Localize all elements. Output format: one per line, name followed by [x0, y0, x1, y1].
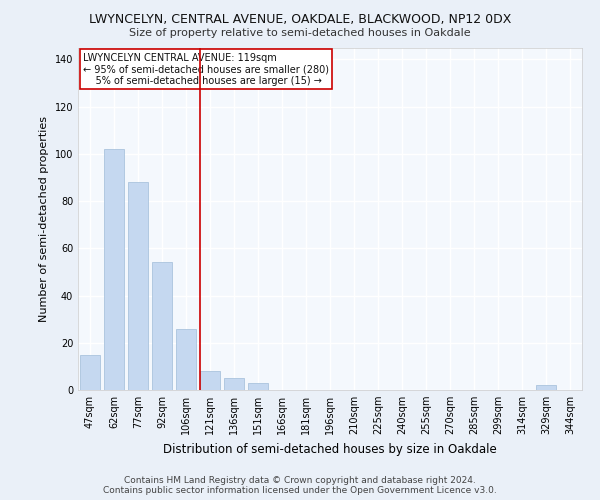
Text: Size of property relative to semi-detached houses in Oakdale: Size of property relative to semi-detach… [129, 28, 471, 38]
Bar [176, 328, 196, 390]
Text: LWYNCELYN, CENTRAL AVENUE, OAKDALE, BLACKWOOD, NP12 0DX: LWYNCELYN, CENTRAL AVENUE, OAKDALE, BLAC… [89, 12, 511, 26]
X-axis label: Distribution of semi-detached houses by size in Oakdale: Distribution of semi-detached houses by … [163, 442, 497, 456]
Bar [536, 386, 556, 390]
Bar [248, 383, 268, 390]
Text: LWYNCELYN CENTRAL AVENUE: 119sqm
← 95% of semi-detached houses are smaller (280): LWYNCELYN CENTRAL AVENUE: 119sqm ← 95% o… [83, 52, 329, 86]
Text: Contains HM Land Registry data © Crown copyright and database right 2024.
Contai: Contains HM Land Registry data © Crown c… [103, 476, 497, 495]
Y-axis label: Number of semi-detached properties: Number of semi-detached properties [39, 116, 49, 322]
Bar [128, 182, 148, 390]
Bar [104, 149, 124, 390]
Bar [200, 371, 220, 390]
Bar [80, 354, 100, 390]
Bar [152, 262, 172, 390]
Bar [224, 378, 244, 390]
